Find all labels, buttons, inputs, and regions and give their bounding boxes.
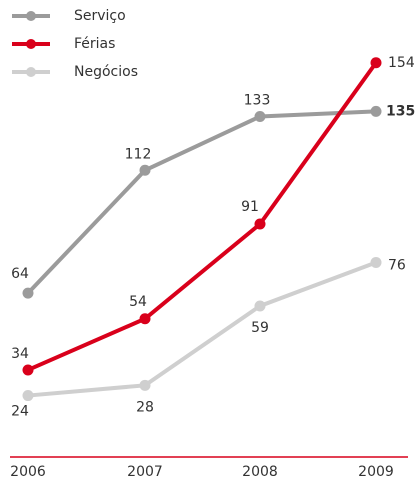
- x-tick-label: 2006: [10, 464, 46, 480]
- legend-dot: [26, 39, 36, 49]
- data-label: 135: [386, 103, 415, 119]
- legend-label: Serviço: [74, 8, 126, 24]
- point: [22, 287, 34, 299]
- data-label: 64: [11, 266, 29, 282]
- data-label: 28: [136, 399, 154, 415]
- point: [254, 300, 266, 312]
- legend-label: Férias: [74, 36, 115, 52]
- data-label: 133: [244, 93, 271, 109]
- series-line: [27, 61, 378, 372]
- data-label: 112: [125, 146, 152, 162]
- x-tick-label: 2007: [127, 464, 163, 480]
- data-label: 24: [11, 404, 29, 420]
- data-label: 76: [388, 257, 406, 273]
- point: [370, 105, 382, 117]
- point: [139, 164, 151, 176]
- x-tick-label: 2008: [242, 464, 278, 480]
- data-label: 154: [388, 55, 415, 71]
- series-line: [27, 260, 377, 398]
- series-line: [26, 109, 377, 295]
- point: [254, 111, 266, 123]
- data-label: 59: [251, 320, 269, 336]
- legend-dot: [26, 67, 36, 77]
- x-tick-label: 2009: [358, 464, 394, 480]
- point: [370, 57, 382, 69]
- legend-label: Negócios: [74, 64, 138, 80]
- data-label: 91: [241, 199, 259, 215]
- point: [254, 218, 266, 230]
- point: [370, 256, 382, 268]
- data-label: 34: [11, 346, 29, 362]
- point: [139, 379, 151, 391]
- point: [22, 364, 34, 376]
- point: [22, 390, 34, 402]
- legend-dot: [26, 11, 36, 21]
- data-label: 54: [129, 294, 147, 310]
- point: [139, 313, 151, 325]
